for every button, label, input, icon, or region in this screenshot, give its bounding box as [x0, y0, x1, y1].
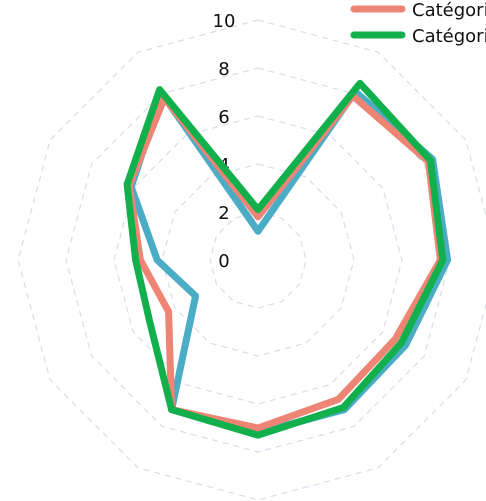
radar-series [123, 79, 452, 439]
series-line-2 [123, 79, 447, 439]
r-tick-label: 6 [218, 107, 229, 128]
radar-grid [17, 19, 486, 501]
r-tick-label: 8 [218, 59, 229, 80]
legend-label-1: Catégorie B [412, 0, 486, 21]
grid-ring-2 [161, 163, 355, 357]
r-tick-label: 2 [218, 203, 229, 224]
r-tick-label: 0 [218, 251, 229, 272]
legend-label-2: Catégorie C [412, 26, 486, 47]
grid-ring-4 [65, 67, 451, 453]
legend: Catégorie B Catégorie C [350, 0, 486, 47]
series-line-0 [127, 88, 452, 437]
r-tick-label: 10 [213, 11, 236, 32]
grid-ring-1 [209, 211, 307, 309]
